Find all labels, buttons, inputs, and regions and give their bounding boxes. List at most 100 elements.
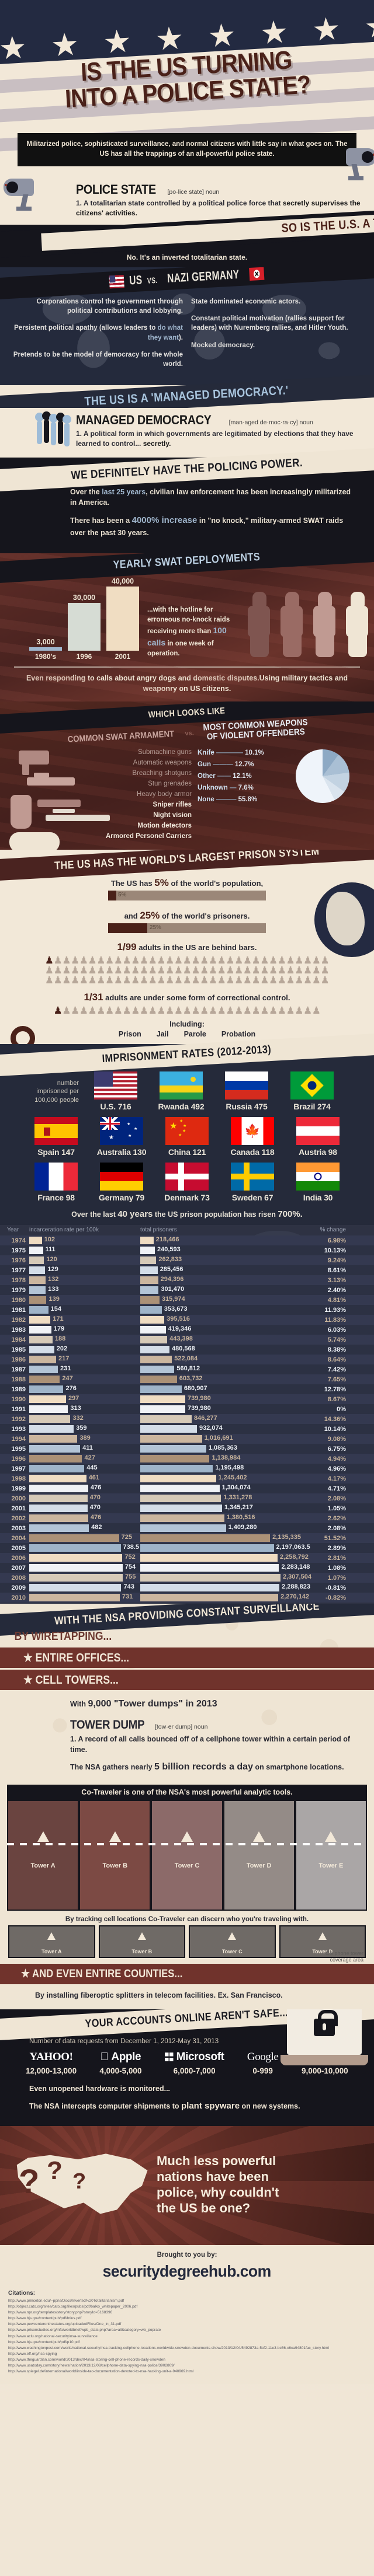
weapon-item: Motion detectors xyxy=(137,822,192,830)
cell-total: 443,398 xyxy=(140,1335,310,1344)
cell-pct: 5.74% xyxy=(327,1336,346,1343)
tower-icon xyxy=(228,1932,237,1940)
axis-label: number imprisoned per 100,000 people xyxy=(34,1079,79,1104)
citation-url[interactable]: http://www.bjs.gov/content/pub/pdf/htius… xyxy=(8,2316,82,2321)
table-row: 1976 120 262,833 9.24% xyxy=(0,1255,374,1266)
cell-year: 1986 xyxy=(11,1356,26,1363)
citation-url[interactable]: http://www.spiegel.de/international/worl… xyxy=(8,2369,194,2373)
citations-heading: Citations: xyxy=(8,2290,36,2297)
vs-label: vs. xyxy=(185,729,195,737)
cell-pct: 10.13% xyxy=(324,1247,346,1254)
citation-url[interactable]: http://www.eff.org/nsa-spying xyxy=(8,2351,57,2356)
citation-url[interactable]: http://www.washingtonpost.com/world/nati… xyxy=(8,2345,329,2350)
pie-legend: Knife ———— 10.1% Gun ——— 12.7% Other —— … xyxy=(198,747,365,805)
weapon-item: Stun grenades xyxy=(148,780,192,788)
company-request-count: 0-999 xyxy=(252,2067,273,2076)
cell-rate: 427 xyxy=(29,1454,140,1463)
cell-total: 353,673 xyxy=(140,1306,310,1314)
swat-note: Even responding to calls about angry dog… xyxy=(26,674,348,693)
cell-year: 1979 xyxy=(11,1286,26,1294)
us-column: Corporations control the government thro… xyxy=(11,297,183,377)
citation-url[interactable]: http://www.aclu.org/national-security/ns… xyxy=(8,2334,98,2338)
country-row-2: Spain 147 ★ ★ ★ ★ Australia 130 xyxy=(0,1111,374,1157)
flag-brazil-icon xyxy=(290,1071,334,1100)
cell-rate: 188 xyxy=(29,1335,140,1344)
company-name: Google xyxy=(247,2051,279,2064)
windows-icon xyxy=(164,2053,174,2062)
citation-url[interactable]: http://www.npr.org/templates/story/story… xyxy=(8,2310,113,2315)
table-row: 1984 188 443,398 5.74% xyxy=(0,1335,374,1345)
cell-towers-bar: ★ CELL TOWERS... xyxy=(0,1670,374,1691)
growth-percent: 700%. xyxy=(278,1209,303,1220)
site-name[interactable]: securitydegreehub.com xyxy=(102,2262,272,2281)
weapon-item: Submachine guns xyxy=(137,749,192,756)
cell-rate: 313 xyxy=(29,1405,140,1413)
definition-text-b: secretly supervises the citizens' activi… xyxy=(76,199,361,218)
col-header-total: total prisoners xyxy=(140,1227,177,1234)
definition-text-a: A totalitarian state controlled by a pol… xyxy=(83,199,283,207)
citation-url[interactable]: http://www.usatoday.com/story/news/natio… xyxy=(8,2363,175,2368)
mini-tower-cell: Tower A xyxy=(8,1925,95,1959)
people-icons-31: ♟♟♟♟♟♟♟♟♟♟♟♟♟♟♟♟♟♟♟♟♟♟♟♟♟♟♟♟♟♟♟ xyxy=(53,1004,321,1016)
counties-text: By installing fiberoptic splitters in te… xyxy=(35,1991,283,2000)
police-state-definition: POLICE STATE [po·lice state] noun 1. A t… xyxy=(0,148,374,225)
citation-url[interactable]: http://www.prisonstudies.org/info/worldb… xyxy=(8,2328,161,2333)
cell-rate: 129 xyxy=(29,1266,140,1275)
star-icon: ★ xyxy=(23,1674,33,1687)
citations-block: Citations: http://www.princeton.edu/~ppn… xyxy=(0,2288,374,2384)
citation-url[interactable]: http://www.theguardian.com/world/2013/de… xyxy=(8,2357,165,2362)
cell-year: 2007 xyxy=(11,1564,26,1572)
table-row: 2007 754 2,283,148 1.08% xyxy=(0,1563,374,1573)
cell-year: 1988 xyxy=(11,1376,26,1383)
country-cell: Rwanda 492 xyxy=(153,1071,210,1111)
citation-url[interactable]: http://www.princeton.edu/~ppns/Docs/Inve… xyxy=(8,2299,124,2303)
cell-total: 2,135,335 xyxy=(140,1534,310,1542)
definition-number: 1. xyxy=(76,429,82,438)
cell-rate: 171 xyxy=(29,1315,140,1324)
site-logo[interactable]: securitydegreehub.com xyxy=(0,2262,374,2288)
armament-section: WHICH LOOKS LIKE COMMON SWAT ARMAMENT vs… xyxy=(0,701,374,850)
us-point: Pretends to be the model of democracy fo… xyxy=(13,351,183,368)
counties-block: ★ AND EVEN ENTIRE COUNTIES... By install… xyxy=(0,1964,374,2009)
star-icon: ★ xyxy=(23,1652,33,1665)
table-row: 1987 231 560,812 7.42% xyxy=(0,1364,374,1375)
totalitarian-answer: No. It's an inverted totalitarian state. xyxy=(126,253,248,261)
cell-rate: 133 xyxy=(29,1286,140,1294)
mini-tower-cell: Tower B xyxy=(98,1925,185,1959)
laptop-icon xyxy=(280,2009,368,2066)
citation-url[interactable]: http://www.pewcenteronthestates.org/uplo… xyxy=(8,2322,122,2327)
cell-total: 240,593 xyxy=(140,1246,310,1255)
cell-rate: 470 xyxy=(29,1494,140,1503)
cell-year: 1980 xyxy=(11,1296,26,1304)
definition-body: 1. A political form in which governments… xyxy=(76,429,361,449)
cell-total: 1,016,691 xyxy=(140,1434,310,1443)
table-row: 1994 389 1,016,691 9.08% xyxy=(0,1434,374,1444)
cell-rate: 359 xyxy=(29,1425,140,1433)
prison-growth-note: Over the last 40 years the US prison pop… xyxy=(71,1209,303,1220)
tower-cell: Tower C xyxy=(151,1800,223,1911)
bar-2001: 40,000 2001 xyxy=(106,577,139,661)
citation-url[interactable]: http://object.cato.org/sites/cato.org/fi… xyxy=(8,2305,138,2309)
table-row: 2000 470 1,331,278 2.08% xyxy=(0,1493,374,1504)
flag-canada-icon: 🍁 xyxy=(231,1117,274,1146)
citation-url[interactable]: http://www.bjs.gov/content/pub/pdf/p10.p… xyxy=(8,2340,80,2344)
brought-to-you-by: Brought to you by: xyxy=(0,2245,374,2263)
managed-democracy-definition: MANAGED DEMOCRACY [man·aged de·moc·ra·cy… xyxy=(0,407,374,457)
cell-rate: 411 xyxy=(29,1444,140,1453)
cell-pct: 11.83% xyxy=(324,1316,346,1324)
prison-system-section: THE US HAS THE WORLD'S LARGEST PRISON SY… xyxy=(0,850,374,1045)
hotline-highlight: 100 calls xyxy=(147,626,227,647)
cell-total: 480,568 xyxy=(140,1345,310,1354)
cell-year: 2009 xyxy=(11,1584,26,1591)
mini-tower-row: Tower A Tower B Tower C Tower D Cellphon… xyxy=(0,1925,374,1964)
cell-year: 2004 xyxy=(11,1534,26,1542)
cell-total: 2,270,142 xyxy=(140,1593,310,1602)
cell-year: 2000 xyxy=(11,1495,26,1502)
crowd-silhouette-icon xyxy=(34,411,75,457)
table-row: 2008 755 2,307,504 1.07% xyxy=(0,1573,374,1583)
cell-pct: 6.03% xyxy=(327,1326,346,1334)
cell-rate: 276 xyxy=(29,1385,140,1394)
cell-rate: 731 xyxy=(29,1593,140,1602)
table-row: 2010 731 2,270,142 -0.82% xyxy=(0,1593,374,1603)
us-vs-nazi-section: US VS. NAZI GERMANY Corporations control… xyxy=(0,267,374,390)
